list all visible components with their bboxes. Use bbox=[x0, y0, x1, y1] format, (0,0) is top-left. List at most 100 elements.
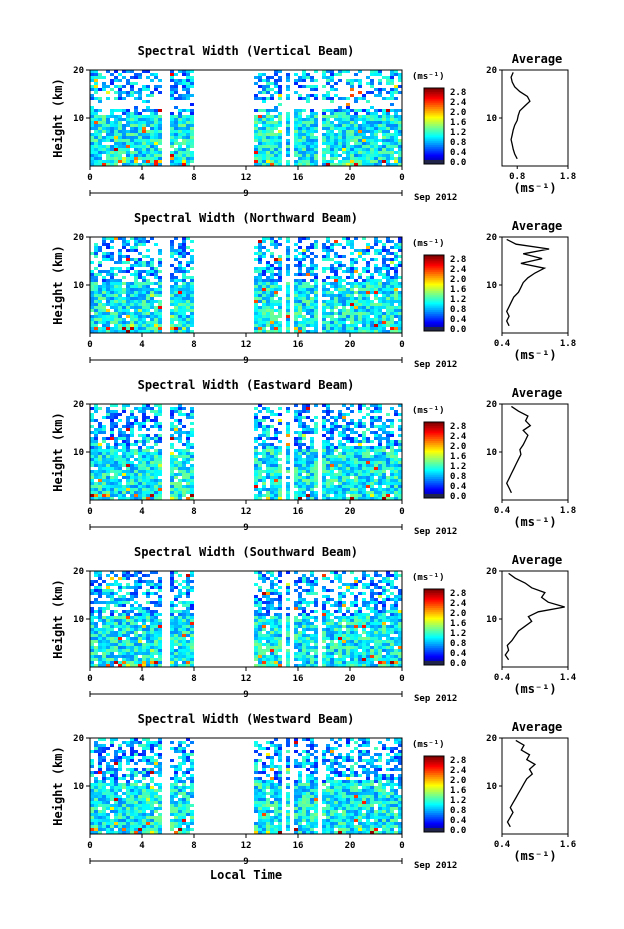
heatmap-cell bbox=[158, 279, 162, 282]
heatmap-cell bbox=[142, 154, 146, 157]
heatmap-cell bbox=[270, 455, 274, 458]
heatmap-cell bbox=[90, 85, 94, 88]
heatmap-cell bbox=[350, 470, 354, 473]
heatmap-cell bbox=[138, 619, 142, 622]
colorbar-segment bbox=[424, 467, 444, 470]
heatmap-cell bbox=[302, 452, 306, 455]
heatmap-cell bbox=[110, 267, 114, 270]
heatmap-cell bbox=[130, 449, 134, 452]
average-y-tick-label: 10 bbox=[486, 114, 497, 124]
heatmap-cell bbox=[174, 285, 178, 288]
heatmap-cell bbox=[374, 404, 378, 407]
heatmap-cell bbox=[386, 112, 390, 115]
colorbar-tick-label: 0.8 bbox=[450, 138, 466, 148]
heatmap-cell bbox=[394, 282, 398, 285]
heatmap-cell bbox=[398, 440, 402, 443]
heatmap-cell bbox=[126, 130, 130, 133]
heatmap-cell bbox=[350, 488, 354, 491]
panel-title: Spectral Width (Northward Beam) bbox=[134, 211, 358, 225]
heatmap-cell bbox=[114, 658, 118, 661]
heatmap-cell bbox=[110, 583, 114, 586]
heatmap-cell bbox=[178, 643, 182, 646]
heatmap-cell bbox=[94, 273, 98, 276]
heatmap-cell bbox=[266, 76, 270, 79]
heatmap-cell bbox=[338, 482, 342, 485]
heatmap-cell bbox=[342, 130, 346, 133]
heatmap-cell bbox=[158, 160, 162, 163]
heatmap-cell bbox=[258, 127, 262, 130]
heatmap-cell bbox=[158, 413, 162, 416]
heatmap-cell bbox=[382, 494, 386, 497]
heatmap-cell bbox=[134, 330, 138, 333]
colorbar-segment bbox=[424, 444, 444, 448]
heatmap-cell bbox=[330, 100, 334, 103]
heatmap-cell bbox=[386, 154, 390, 157]
heatmap-cell bbox=[94, 491, 98, 494]
colorbar-segment bbox=[424, 99, 444, 102]
heatmap-cell bbox=[258, 148, 262, 151]
heatmap-cell bbox=[118, 300, 122, 303]
heatmap-cell bbox=[310, 455, 314, 458]
heatmap-cell bbox=[190, 240, 194, 243]
heatmap-cell bbox=[362, 133, 366, 136]
heatmap-cell bbox=[190, 446, 194, 449]
heatmap-cell bbox=[258, 464, 262, 467]
heatmap-cell bbox=[98, 115, 102, 118]
heatmap-cell bbox=[118, 577, 122, 580]
heatmap-cell bbox=[114, 327, 118, 330]
heatmap-cell bbox=[314, 154, 318, 157]
heatmap-cell bbox=[362, 437, 366, 440]
heatmap-cell bbox=[398, 419, 402, 422]
heatmap-cell bbox=[138, 154, 142, 157]
heatmap-cell bbox=[310, 127, 314, 130]
heatmap-cell bbox=[118, 109, 122, 112]
heatmap-cell bbox=[374, 279, 378, 282]
heatmap-cell bbox=[182, 294, 186, 297]
heatmap-cell bbox=[130, 70, 134, 73]
heatmap-cell bbox=[102, 637, 106, 640]
heatmap-cell bbox=[150, 455, 154, 458]
heatmap-cell bbox=[378, 279, 382, 282]
panel-title: Spectral Width (Southward Beam) bbox=[134, 545, 358, 559]
heatmap-cell bbox=[266, 130, 270, 133]
heatmap-cell bbox=[354, 112, 358, 115]
heatmap-cell bbox=[302, 255, 306, 258]
heatmap-cell bbox=[138, 449, 142, 452]
heatmap-cell bbox=[394, 440, 398, 443]
heatmap-cell bbox=[98, 494, 102, 497]
heatmap-cell bbox=[122, 434, 126, 437]
heatmap-cell bbox=[274, 315, 278, 318]
heatmap-cell bbox=[142, 449, 146, 452]
colorbar-frame bbox=[423, 421, 445, 499]
heatmap-cell bbox=[266, 309, 270, 312]
heatmap-cell bbox=[106, 470, 110, 473]
heatmap-cell bbox=[398, 154, 402, 157]
heatmap-cell bbox=[106, 643, 110, 646]
heatmap-cell bbox=[370, 324, 374, 327]
heatmap-cell bbox=[106, 303, 110, 306]
heatmap-cell bbox=[346, 157, 350, 160]
heatmap-cell bbox=[314, 163, 318, 166]
heatmap-cell bbox=[178, 449, 182, 452]
heatmap-cell bbox=[334, 464, 338, 467]
heatmap-cell bbox=[278, 309, 282, 312]
heatmap-cell bbox=[186, 145, 190, 148]
heatmap-cell bbox=[138, 294, 142, 297]
heatmap-cell bbox=[334, 327, 338, 330]
heatmap-cell bbox=[126, 91, 130, 94]
colorbar-segment bbox=[424, 255, 444, 258]
colorbar-segment bbox=[424, 258, 444, 262]
heatmap-cell bbox=[186, 416, 190, 419]
heatmap-cell bbox=[190, 330, 194, 333]
heatmap-cell bbox=[266, 467, 270, 470]
heatmap-cell bbox=[346, 455, 350, 458]
heatmap-cell bbox=[146, 291, 150, 294]
heatmap-cell bbox=[398, 246, 402, 249]
heatmap-cell bbox=[102, 625, 106, 628]
heatmap-cell bbox=[362, 485, 366, 488]
heatmap-cell bbox=[182, 139, 186, 142]
heatmap-cell bbox=[258, 321, 262, 324]
heatmap-cell bbox=[398, 449, 402, 452]
heatmap-cell bbox=[150, 264, 154, 267]
heatmap-cell bbox=[94, 434, 98, 437]
